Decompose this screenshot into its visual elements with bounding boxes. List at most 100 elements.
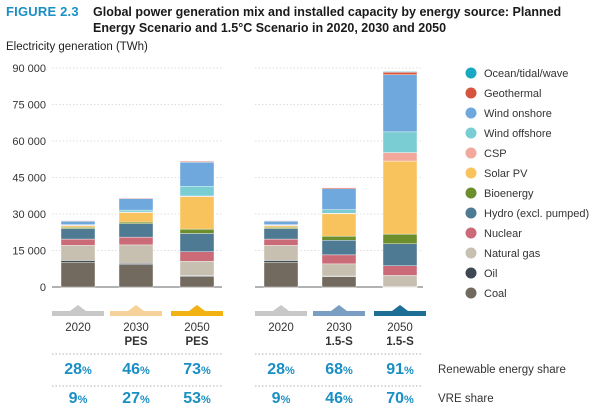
share-number: 91 bbox=[386, 361, 404, 378]
figure-label: FIGURE 2.3 bbox=[6, 4, 79, 19]
bar-segment-wind-onshore bbox=[118, 198, 154, 211]
bar-segment-geothermal bbox=[118, 197, 154, 199]
bar-segment-geothermal bbox=[263, 220, 299, 222]
legend-label: Oil bbox=[484, 268, 497, 280]
legend-label: Bioenergy bbox=[484, 188, 534, 200]
bar-segment-coal bbox=[118, 264, 154, 288]
legend-label: Natural gas bbox=[484, 248, 541, 260]
bar-segment-bioenergy bbox=[382, 233, 418, 245]
bar-segment-coal bbox=[60, 261, 96, 288]
legend-marker bbox=[465, 267, 477, 279]
bars bbox=[60, 71, 418, 288]
share-row-label: Renewable energy share bbox=[438, 364, 566, 376]
x-label-year: 2030 bbox=[123, 322, 149, 334]
bar-segment-oil bbox=[263, 260, 299, 263]
legend-label: CSP bbox=[484, 148, 507, 160]
share-number: 28 bbox=[64, 361, 82, 378]
share-number: 70 bbox=[386, 390, 404, 407]
x-label-year: 2020 bbox=[65, 322, 91, 334]
bar-segment-hydro-excl-pumped- bbox=[118, 223, 154, 238]
x-axis-labels: 2020 2030 PES 2050 PES 2020 2030 1.5-S 2050 1.5-S bbox=[65, 322, 414, 348]
x-label-year: 2050 bbox=[387, 322, 413, 334]
bar-segment-bioenergy bbox=[118, 221, 154, 224]
gridlines bbox=[52, 67, 423, 288]
share-unit: % bbox=[285, 365, 295, 377]
x-label-scenario: 1.5-S bbox=[325, 336, 353, 348]
bar-segment-geothermal bbox=[321, 187, 357, 189]
category-tab-pointer bbox=[70, 305, 86, 311]
bar-segment-nuclear bbox=[118, 236, 154, 246]
legend-label: Wind offshore bbox=[484, 128, 552, 140]
bar-segment-solar-pv bbox=[118, 212, 154, 223]
share-unit: % bbox=[343, 365, 353, 377]
bar-segment-csp bbox=[382, 152, 418, 162]
share-number: 27 bbox=[122, 390, 140, 407]
x-label-scenario: PES bbox=[124, 336, 147, 348]
bar-segment-natural-gas bbox=[179, 261, 215, 277]
category-tab bbox=[171, 311, 223, 316]
bar-segment-wind-onshore bbox=[382, 74, 418, 133]
share-unit: % bbox=[281, 394, 291, 406]
share-unit: % bbox=[140, 394, 150, 406]
share-value: 27% bbox=[122, 390, 150, 407]
bar-segment-coal bbox=[179, 276, 215, 288]
bar-segment-hydro-excl-pumped- bbox=[321, 240, 357, 256]
y-tick-label: 60 000 bbox=[12, 136, 46, 148]
bar-segment-natural-gas bbox=[382, 275, 418, 287]
y-tick-label: 0 bbox=[40, 282, 46, 294]
category-tab-pointer bbox=[331, 305, 347, 311]
category-tab-pointer bbox=[392, 305, 408, 311]
legend-marker bbox=[465, 287, 477, 299]
legend-label: Coal bbox=[484, 288, 507, 300]
share-value: 68% bbox=[325, 361, 353, 378]
y-tick-label: 45 000 bbox=[12, 173, 46, 185]
bar-segment-natural-gas bbox=[60, 245, 96, 261]
legend-marker bbox=[465, 167, 477, 179]
bar-segment-coal bbox=[321, 276, 357, 288]
bar-segment-natural-gas bbox=[118, 244, 154, 264]
legend-label: Ocean/tidal/wave bbox=[484, 68, 568, 80]
legend-marker bbox=[465, 147, 477, 159]
share-value: 9% bbox=[69, 390, 88, 407]
legend-marker bbox=[465, 187, 477, 199]
y-tick-label: 90 000 bbox=[12, 63, 46, 75]
bar-segment-nuclear bbox=[321, 254, 357, 265]
bar-segment-natural-gas bbox=[263, 245, 299, 261]
bar-segment-coal bbox=[263, 261, 299, 288]
bar-segment-wind-offshore bbox=[179, 186, 215, 197]
share-number: 68 bbox=[325, 361, 343, 378]
legend-marker bbox=[465, 107, 477, 119]
share-unit: % bbox=[140, 365, 150, 377]
share-unit: % bbox=[404, 394, 414, 406]
legend-marker bbox=[465, 67, 477, 79]
legend-label: Wind onshore bbox=[484, 108, 552, 120]
legend-marker bbox=[465, 127, 477, 139]
legend: Ocean/tidal/wave Geothermal Wind onshore Wi… bbox=[465, 67, 589, 300]
share-row-label: VRE share bbox=[438, 393, 494, 405]
category-tab-pointer bbox=[273, 305, 289, 311]
category-tabs bbox=[52, 305, 426, 316]
bar-segment-nuclear bbox=[179, 251, 215, 262]
bar-segment-bioenergy bbox=[321, 235, 357, 241]
legend-label: Nuclear bbox=[484, 228, 522, 240]
bar-segment-wind-offshore bbox=[382, 131, 418, 153]
bar-segment-hydro-excl-pumped- bbox=[60, 228, 96, 240]
bar-segment-wind-offshore bbox=[321, 209, 357, 214]
y-axis-ticks: 0 15 000 30 000 45 000 60 000 75 000 90 000 bbox=[12, 63, 46, 294]
share-number: 28 bbox=[267, 361, 285, 378]
share-unit: % bbox=[201, 365, 211, 377]
x-label-scenario: 1.5-S bbox=[386, 336, 414, 348]
x-label-year: 2050 bbox=[184, 322, 210, 334]
x-label-scenario: PES bbox=[185, 336, 208, 348]
bar-segment-bioenergy bbox=[179, 228, 215, 234]
share-unit: % bbox=[404, 365, 414, 377]
bar-segment-hydro-excl-pumped- bbox=[263, 228, 299, 240]
bar-segment-nuclear bbox=[263, 238, 299, 246]
share-number: 9 bbox=[272, 390, 281, 407]
category-tab-pointer bbox=[189, 305, 205, 311]
share-value: 91% bbox=[386, 361, 414, 378]
bar-segment-ocean-tidal-wave bbox=[382, 71, 418, 73]
share-value: 9% bbox=[272, 390, 291, 407]
share-value: 28% bbox=[64, 361, 92, 378]
